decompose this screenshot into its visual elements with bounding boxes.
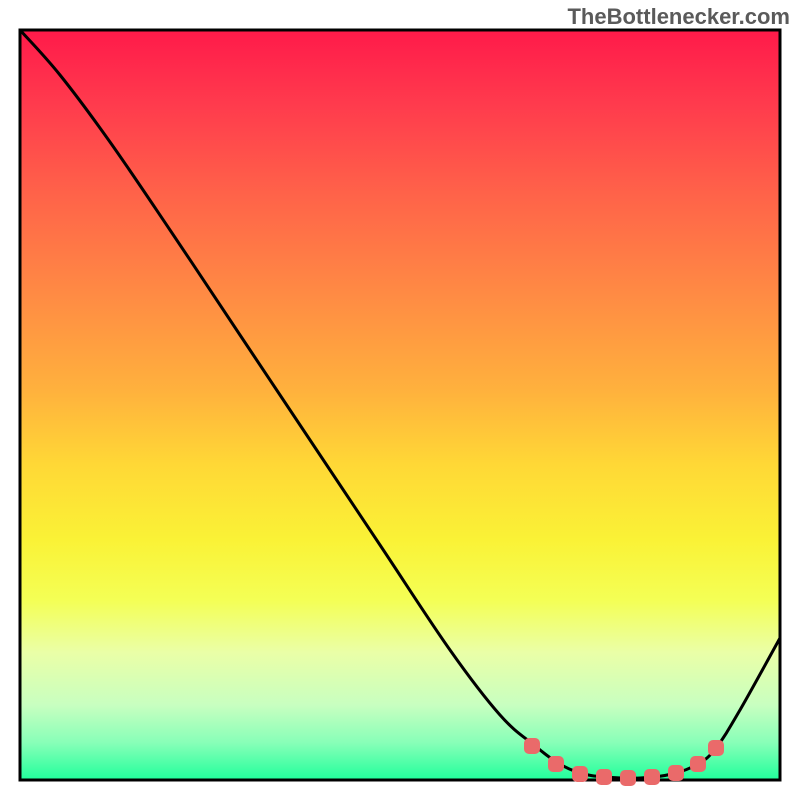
data-marker xyxy=(572,766,588,782)
data-marker xyxy=(548,756,564,772)
data-marker xyxy=(690,756,706,772)
gradient-background xyxy=(20,30,780,780)
data-marker xyxy=(668,765,684,781)
bottleneck-chart xyxy=(0,0,800,800)
chart-container: TheBottlenecker.com xyxy=(0,0,800,800)
data-marker xyxy=(708,740,724,756)
data-marker xyxy=(620,770,636,786)
data-marker xyxy=(524,738,540,754)
data-marker xyxy=(644,769,660,785)
data-marker xyxy=(596,769,612,785)
watermark-text: TheBottlenecker.com xyxy=(567,4,790,30)
